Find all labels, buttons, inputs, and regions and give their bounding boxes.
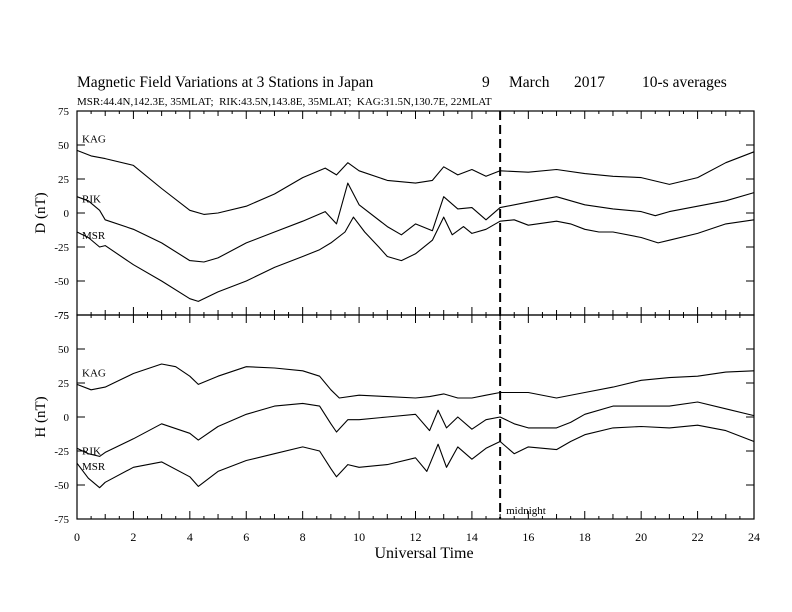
y-tick-label-h: -25 <box>54 446 69 458</box>
x-axis-label: Universal Time <box>374 545 473 562</box>
chart-title-month: March <box>509 74 550 91</box>
trace-h-rik <box>76 401 755 457</box>
chart-title-year: 2017 <box>574 74 605 91</box>
x-tick-label: 2 <box>130 530 136 544</box>
midnight-marker-label: midnight <box>506 505 546 517</box>
trace-d-rik <box>76 182 755 263</box>
chart-title: Magnetic Field Variations at 3 Stations … <box>77 74 374 91</box>
y-tick-label-d: -75 <box>54 310 69 322</box>
x-tick-label: 6 <box>243 530 249 544</box>
y-tick-label-h: 50 <box>58 344 70 356</box>
x-tick-label: 4 <box>187 530 193 544</box>
x-tick-label: 14 <box>466 530 478 544</box>
x-tick-label: 24 <box>748 530 760 544</box>
y-tick-label-h: 75 <box>58 310 70 322</box>
y-tick-label-d: 50 <box>58 140 70 152</box>
y-tick-label-d: -25 <box>54 242 69 254</box>
y-tick-label-d: -50 <box>54 276 69 288</box>
y-tick-label-h: -75 <box>54 514 69 526</box>
x-tick-label: 0 <box>74 530 80 544</box>
y-tick-label-d: 0 <box>64 208 70 220</box>
y-tick-label-d: 75 <box>58 106 70 118</box>
x-tick-label: 18 <box>579 530 591 544</box>
series-label-h-rik: RIK <box>82 445 101 457</box>
series-label-h-msr: MSR <box>82 461 106 473</box>
y-axis-label-h: H (nT) <box>33 396 49 437</box>
trace-h-kag <box>76 363 755 399</box>
series-label-h-kag: KAG <box>82 367 106 379</box>
chart-title-averaging: 10-s averages <box>642 74 727 91</box>
trace-d-msr <box>76 216 755 302</box>
series-label-d-msr: MSR <box>82 230 106 242</box>
x-tick-label: 16 <box>522 530 534 544</box>
x-tick-label: 20 <box>635 530 647 544</box>
y-tick-label-d: 25 <box>58 174 70 186</box>
panel-frame-d <box>76 110 755 316</box>
panel-frame-h <box>76 314 755 520</box>
y-tick-label-h: -50 <box>54 480 69 492</box>
trace-d-kag <box>76 149 755 215</box>
x-tick-label: 10 <box>353 530 365 544</box>
x-tick-label: 12 <box>410 530 422 544</box>
trace-h-msr <box>76 424 755 489</box>
chart-subtitle: MSR:44.4N,142.3E, 35MLAT; RIK:43.5N,143.… <box>77 96 492 108</box>
series-label-d-rik: RIK <box>82 194 101 206</box>
chart-title-day: 9 <box>482 74 490 91</box>
y-tick-label-h: 25 <box>58 378 70 390</box>
y-axis-label-d: D (nT) <box>33 192 49 233</box>
x-tick-label: 8 <box>300 530 306 544</box>
series-label-d-kag: KAG <box>82 133 106 145</box>
x-tick-label: 22 <box>692 530 704 544</box>
y-tick-label-h: 0 <box>64 412 70 424</box>
